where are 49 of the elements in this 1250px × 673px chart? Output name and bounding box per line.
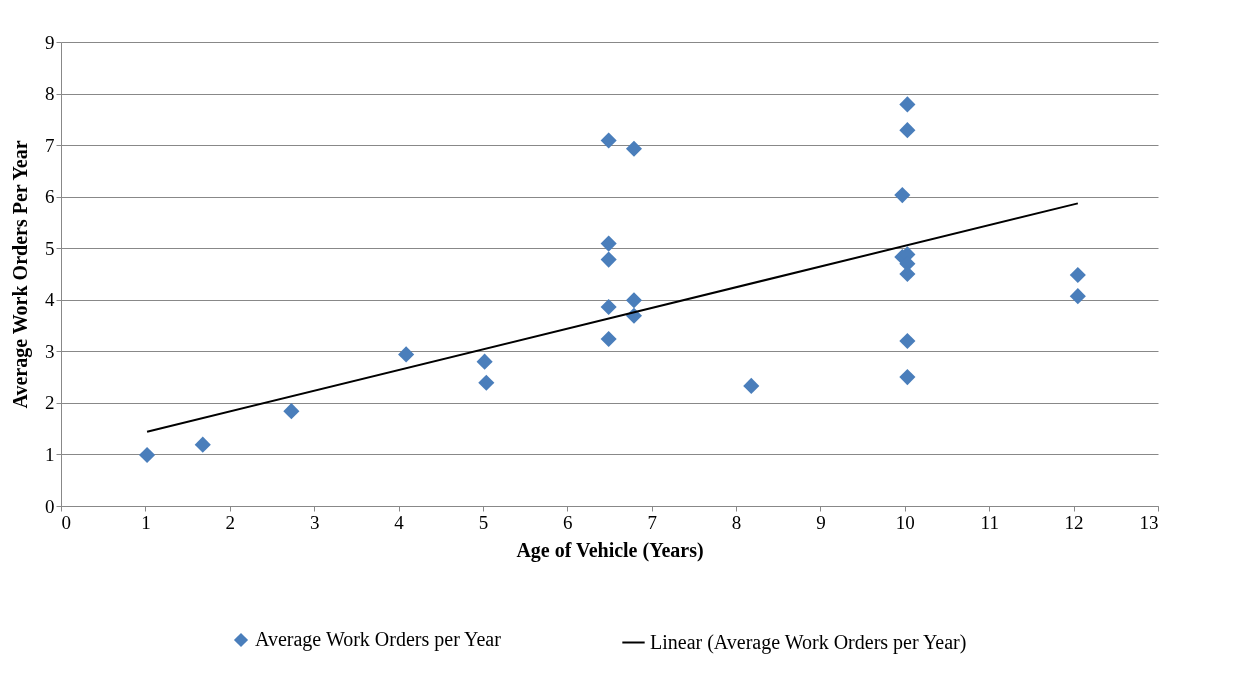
x-axis-title: Age of Vehicle (Years)	[516, 538, 704, 562]
y-tick-label: 1	[45, 443, 55, 465]
point	[1069, 288, 1086, 305]
point	[625, 140, 643, 157]
x-tick-label: 8	[731, 511, 742, 533]
x-tick-label: 2	[225, 511, 236, 533]
y-tick-label: 0	[45, 495, 55, 517]
point	[478, 374, 495, 391]
point	[398, 346, 415, 363]
y-tick-label: 6	[45, 186, 55, 208]
y-tick-label: 5	[45, 237, 55, 259]
y-tick-label: 8	[45, 83, 55, 105]
x-tick-label: 4	[394, 511, 405, 533]
point	[899, 369, 916, 386]
point	[600, 298, 617, 316]
x-tick-label: 13	[1139, 511, 1159, 533]
x-tick-label: 10	[895, 511, 915, 533]
point	[600, 330, 617, 348]
x-tick-label: 12	[1064, 511, 1084, 533]
y-tick-label: 2	[45, 392, 55, 414]
y-tick-label: 4	[45, 289, 55, 311]
point	[600, 132, 617, 149]
x-tick-label: 1	[141, 511, 151, 533]
point	[194, 436, 211, 453]
point	[625, 292, 643, 309]
x-tick-label: 6	[563, 511, 573, 533]
point	[283, 403, 300, 420]
point	[139, 446, 156, 464]
point	[899, 332, 916, 350]
legend-label: Average Work Orders per Year	[255, 628, 502, 651]
point	[600, 235, 617, 252]
x-tick-label: 11	[980, 511, 999, 533]
point	[899, 96, 916, 113]
point	[600, 251, 617, 268]
x-tick-label: 0	[61, 511, 71, 533]
y-tick-label: 9	[45, 31, 55, 53]
point	[743, 377, 760, 394]
y-tick-label: 3	[45, 340, 55, 362]
y-tick-label: 7	[45, 134, 55, 156]
legend-label: Linear (Average Work Orders per Year)	[650, 630, 967, 654]
x-tick-label: 7	[647, 511, 657, 533]
point	[899, 122, 916, 139]
y-axis-title: Average Work Orders Per Year	[9, 140, 32, 409]
x-tick-label: 9	[816, 511, 826, 533]
point	[894, 187, 911, 204]
x-tick-label: 5	[478, 511, 489, 533]
point	[1069, 266, 1086, 284]
x-tick-label: 3	[309, 511, 320, 533]
point	[476, 353, 493, 370]
